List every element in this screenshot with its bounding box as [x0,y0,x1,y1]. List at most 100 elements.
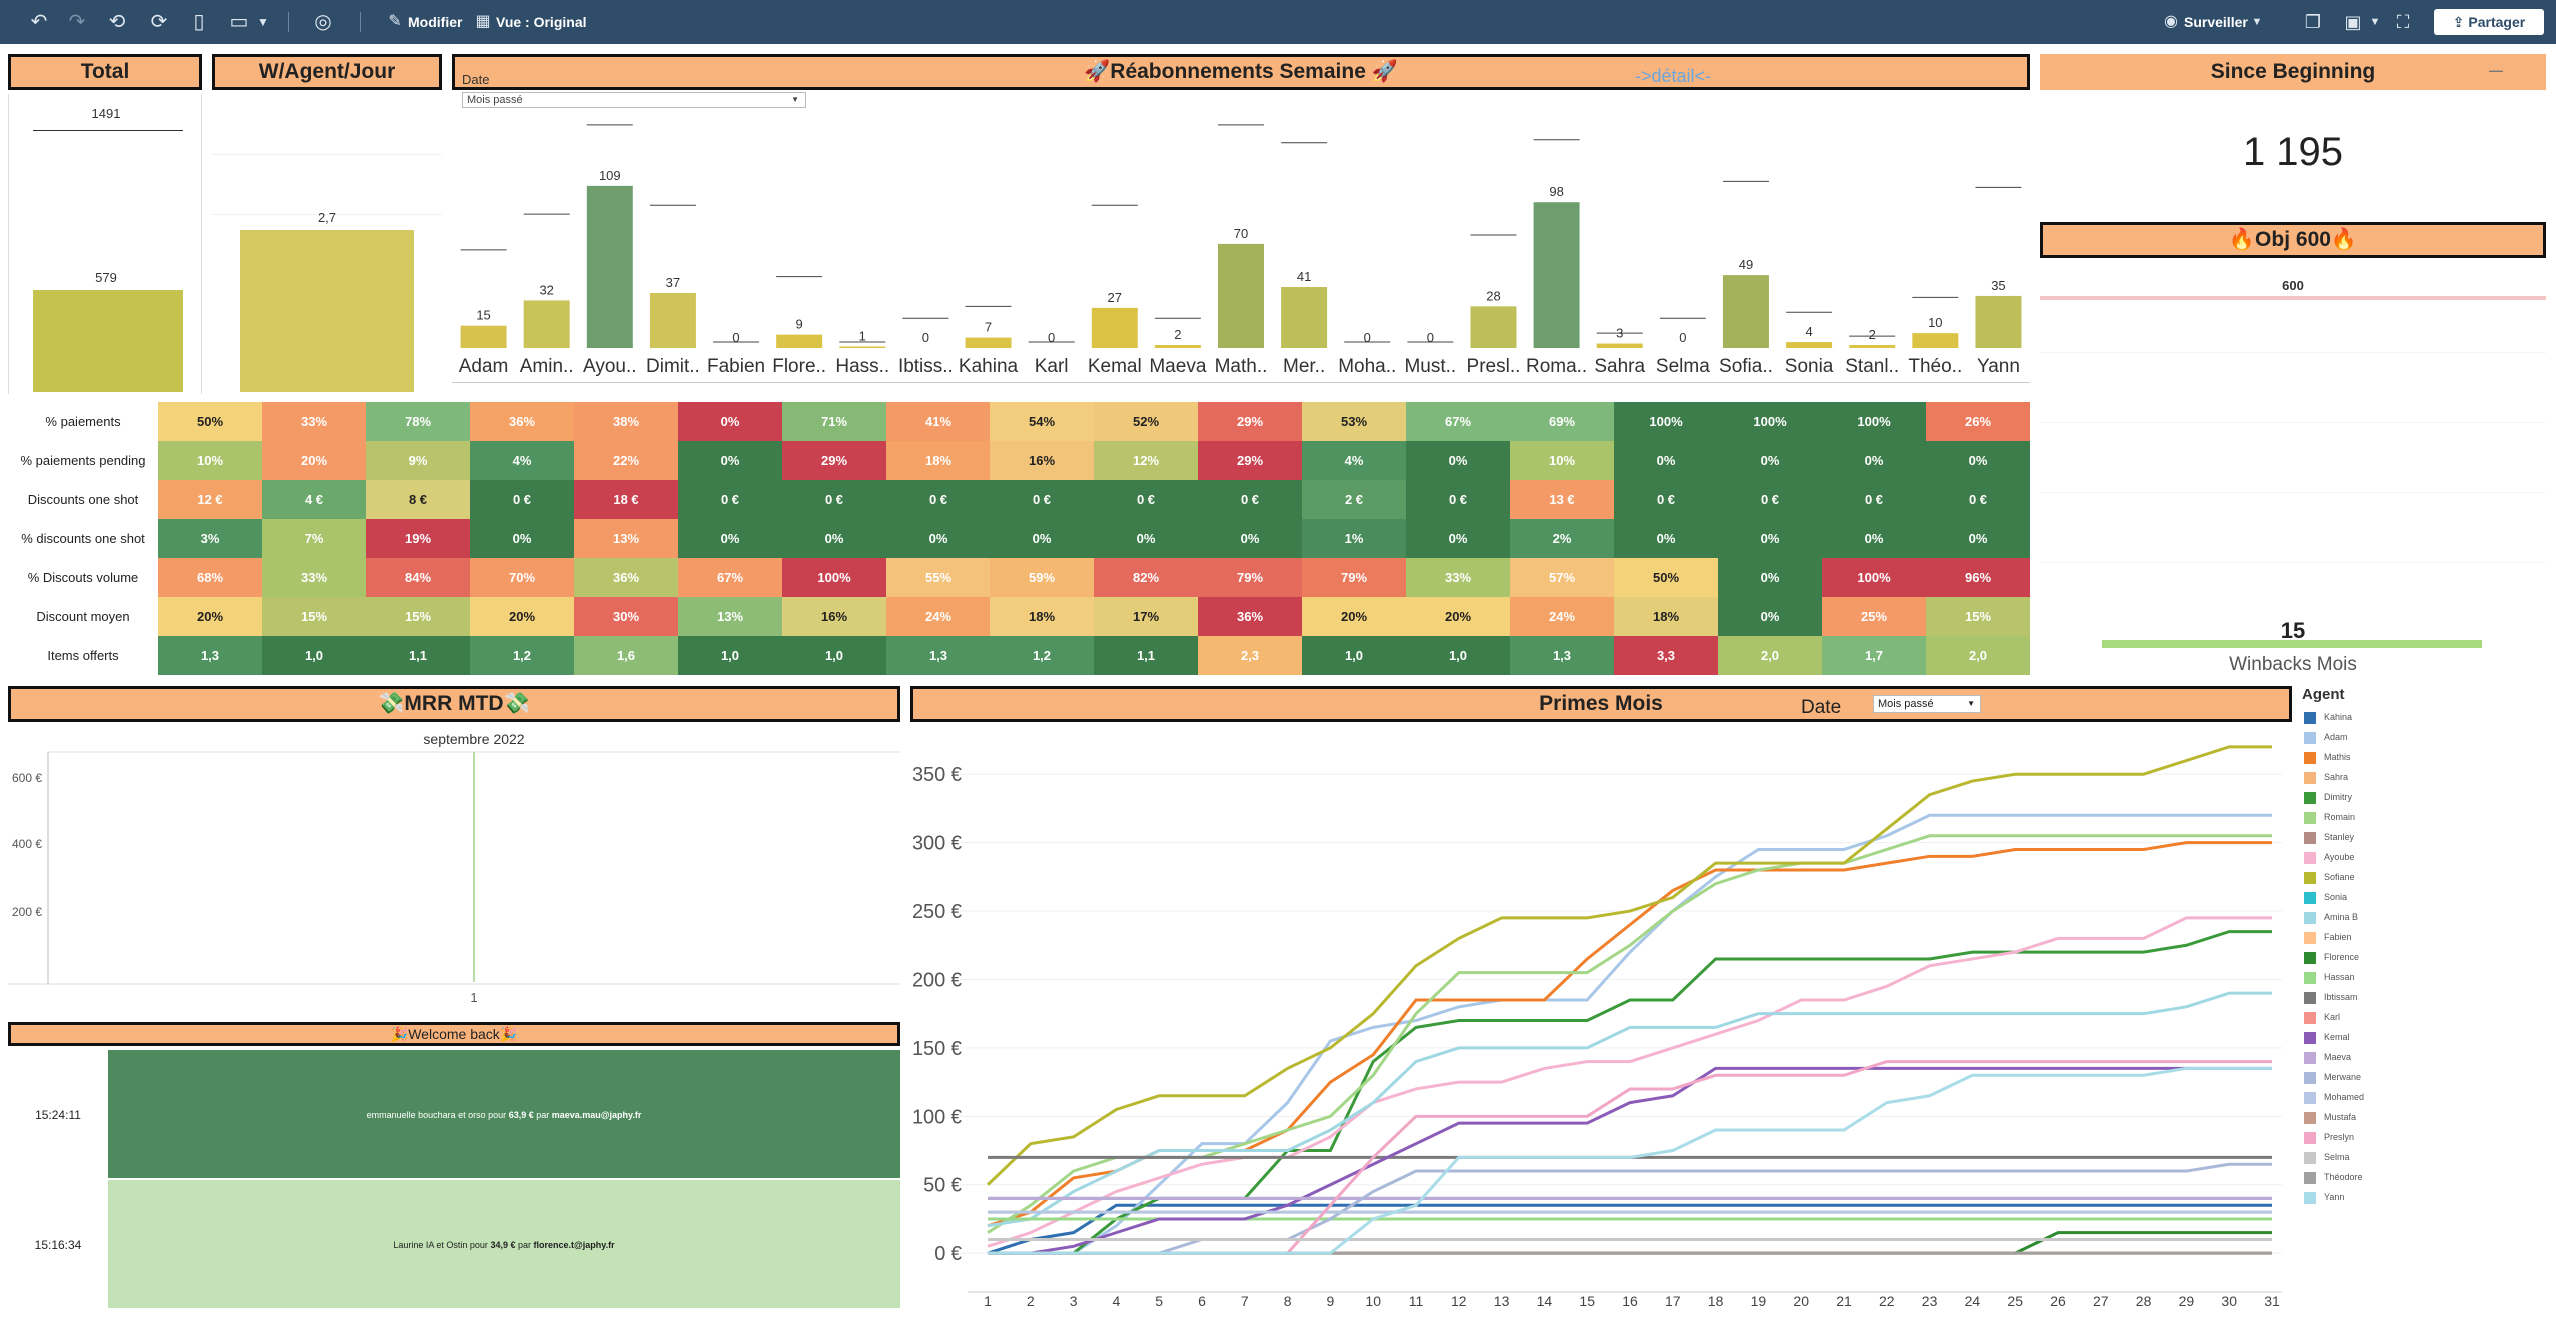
heatmap-cell[interactable]: 0 € [1614,480,1718,519]
heatmap-cell[interactable]: 0% [678,441,782,480]
heatmap-cell[interactable]: 20% [1302,597,1406,636]
legend-item[interactable]: Yann [2302,1188,2542,1206]
heatmap-cell[interactable]: 36% [1198,597,1302,636]
heatmap-cell[interactable]: 1,3 [886,636,990,675]
reab-bar-2[interactable] [586,185,633,348]
heatmap-cell[interactable]: 1,6 [574,636,678,675]
legend-item[interactable]: Sahra [2302,768,2542,786]
heatmap-cell[interactable]: 52% [1094,402,1198,441]
heatmap-cell[interactable]: 29% [1198,402,1302,441]
primes-series-line[interactable] [987,834,2272,1234]
reab-bar-11[interactable] [1154,345,1201,348]
heatmap-cell[interactable]: 19% [366,519,470,558]
reab-bar-21[interactable] [1786,342,1833,348]
heatmap-cell[interactable]: 30% [574,597,678,636]
view-icon[interactable]: ▦ [475,13,491,30]
heatmap-cell[interactable]: 54% [990,402,1094,441]
heatmap-cell[interactable]: 4% [1302,441,1406,480]
heatmap-cell[interactable]: 100% [1822,558,1926,597]
primes-series-line[interactable] [988,813,2272,1255]
watch-button[interactable]: Surveiller [2184,14,2248,30]
pause-icon[interactable]: ▯ [193,11,205,33]
heatmap-cell[interactable]: 13% [678,597,782,636]
reab-bar-18[interactable] [1596,343,1643,348]
heatmap-cell[interactable]: 18% [886,441,990,480]
dropdown-menu-icon[interactable]: ▭ [229,11,249,33]
heatmap-cell[interactable]: 15% [366,597,470,636]
legend-item[interactable]: Merwane [2302,1068,2542,1086]
chevron-down-icon[interactable]: ▼ [2251,16,2263,28]
reab-date-select[interactable]: Mois passé ▼ [462,92,806,108]
heatmap-cell[interactable]: 20% [262,441,366,480]
heatmap-cell[interactable]: 18% [990,597,1094,636]
total-bar[interactable] [33,290,183,392]
heatmap-cell[interactable]: 70% [470,558,574,597]
heatmap-cell[interactable]: 79% [1198,558,1302,597]
heatmap-cell[interactable]: 78% [366,402,470,441]
heatmap-cell[interactable]: 4 € [262,480,366,519]
legend-item[interactable]: Maeva [2302,1048,2542,1066]
primes-series-line[interactable] [987,916,2272,1248]
heatmap-cell[interactable]: 0% [678,519,782,558]
reab-bar-10[interactable] [1091,307,1138,348]
legend-item[interactable]: Dimitry [2302,788,2542,806]
heatmap-cell[interactable]: 1,0 [678,636,782,675]
legend-item[interactable]: Sofiane [2302,868,2542,886]
heatmap-cell[interactable]: 0% [1718,441,1822,480]
heatmap-cell[interactable]: 67% [678,558,782,597]
heatmap-cell[interactable]: 1,0 [782,636,886,675]
heatmap-cell[interactable]: 84% [366,558,470,597]
heatmap-cell[interactable]: 0% [1926,441,2030,480]
heatmap-cell[interactable]: 25% [1822,597,1926,636]
reab-bar-8[interactable] [965,337,1012,348]
heatmap-cell[interactable]: 0% [782,519,886,558]
comment-icon[interactable]: ❐ [2304,12,2322,32]
undo-icon[interactable]: ↶ [30,11,48,33]
heatmap-cell[interactable]: 1,1 [366,636,470,675]
primes-date-select[interactable]: Mois passé ▼ [1873,695,1981,713]
heatmap-cell[interactable]: 26% [1926,402,2030,441]
heatmap-cell[interactable]: 12 € [158,480,262,519]
primes-series-line[interactable] [986,745,2272,1186]
heatmap-cell[interactable]: 68% [158,558,262,597]
refresh-icon[interactable]: ⟳ [150,11,168,33]
heatmap-cell[interactable]: 1,1 [1094,636,1198,675]
heatmap-cell[interactable]: 0 € [1718,480,1822,519]
heatmap-cell[interactable]: 9% [366,441,470,480]
heatmap-cell[interactable]: 3% [158,519,262,558]
heatmap-cell[interactable]: 0 € [886,480,990,519]
primes-series-line[interactable] [988,1066,2272,1255]
heatmap-cell[interactable]: 0% [1406,441,1510,480]
heatmap-cell[interactable]: 0% [1406,519,1510,558]
legend-item[interactable]: Adam [2302,728,2542,746]
revert-icon[interactable]: ⟲ [108,11,126,33]
heatmap-cell[interactable]: 0 € [990,480,1094,519]
heatmap-cell[interactable]: 1,0 [262,636,366,675]
primes-series-line[interactable] [987,841,2272,1228]
heatmap-cell[interactable]: 20% [158,597,262,636]
heatmap-cell[interactable]: 0% [1718,519,1822,558]
heatmap-cell[interactable]: 29% [1198,441,1302,480]
legend-item[interactable]: Ayoube [2302,848,2542,866]
legend-item[interactable]: Amina B [2302,908,2542,926]
reab-bar-23[interactable] [1912,333,1959,348]
heatmap-cell[interactable]: 71% [782,402,886,441]
metrics-icon[interactable]: ◎ [314,11,332,33]
heatmap-cell[interactable]: 1,2 [990,636,1094,675]
heatmap-cell[interactable]: 1,3 [158,636,262,675]
legend-item[interactable]: Selma [2302,1148,2542,1166]
heatmap-cell[interactable]: 24% [1510,597,1614,636]
heatmap-cell[interactable]: 1% [1302,519,1406,558]
reab-bar-13[interactable] [1281,287,1328,348]
heatmap-cell[interactable]: 0% [990,519,1094,558]
heatmap-cell[interactable]: 0% [1094,519,1198,558]
heatmap-cell[interactable]: 7% [262,519,366,558]
legend-item[interactable]: Mustafa [2302,1108,2542,1126]
primes-series-line[interactable] [988,1066,2272,1255]
heatmap-cell[interactable]: 4% [470,441,574,480]
heatmap-cell[interactable]: 10% [158,441,262,480]
view-button[interactable]: Vue : Original [496,14,587,30]
reab-bar-6[interactable] [839,346,886,348]
primes-series-line[interactable] [987,991,2272,1228]
legend-item[interactable]: Karl [2302,1008,2542,1026]
